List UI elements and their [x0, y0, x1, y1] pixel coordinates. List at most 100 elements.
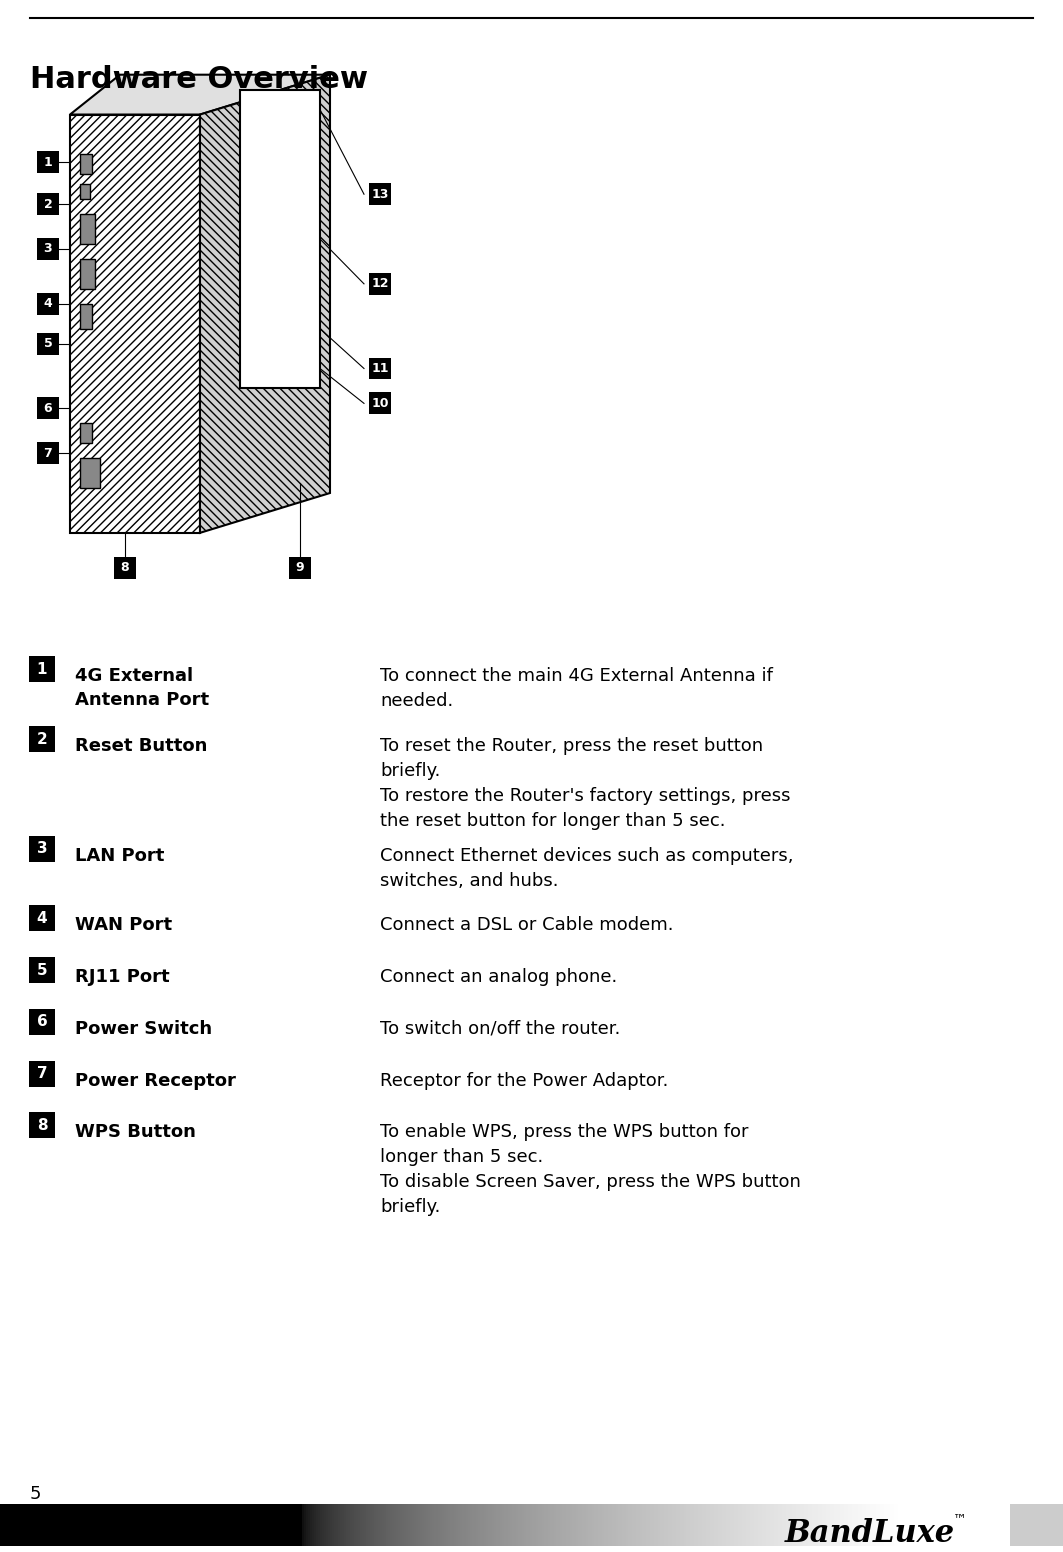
- Text: WPS Button: WPS Button: [75, 1124, 196, 1141]
- Bar: [336, 1504, 339, 1552]
- Bar: [74, 1504, 81, 1552]
- Bar: [149, 1504, 155, 1552]
- Bar: [388, 1504, 394, 1552]
- Bar: [207, 1504, 214, 1552]
- Bar: [37, 1504, 44, 1552]
- Bar: [1047, 1504, 1053, 1552]
- Bar: [32, 1504, 38, 1552]
- Bar: [600, 1504, 603, 1552]
- Bar: [490, 1504, 493, 1552]
- Bar: [367, 1504, 373, 1552]
- Bar: [444, 1504, 448, 1552]
- Bar: [213, 1504, 219, 1552]
- Bar: [520, 1504, 523, 1552]
- Bar: [994, 1504, 1000, 1552]
- Bar: [165, 1504, 171, 1552]
- Bar: [662, 1504, 665, 1552]
- Bar: [718, 1504, 724, 1552]
- Bar: [80, 259, 95, 289]
- Text: 3: 3: [44, 242, 52, 256]
- Bar: [572, 1504, 575, 1552]
- Bar: [80, 214, 95, 244]
- Text: 5: 5: [44, 337, 52, 351]
- Bar: [29, 835, 55, 861]
- Bar: [776, 1504, 779, 1552]
- Text: 8: 8: [37, 1117, 48, 1133]
- Bar: [328, 1504, 331, 1552]
- Bar: [640, 1504, 643, 1552]
- Bar: [694, 1504, 697, 1552]
- Bar: [101, 1504, 107, 1552]
- Bar: [808, 1504, 811, 1552]
- Bar: [643, 1504, 649, 1552]
- Bar: [989, 1504, 995, 1552]
- Bar: [951, 1504, 958, 1552]
- Text: 10: 10: [371, 397, 389, 410]
- Bar: [935, 1504, 942, 1552]
- Bar: [771, 1504, 777, 1552]
- Bar: [858, 1504, 861, 1552]
- Bar: [496, 1504, 499, 1552]
- Bar: [37, 152, 60, 174]
- Bar: [330, 1504, 333, 1552]
- Bar: [708, 1504, 711, 1552]
- Bar: [744, 1504, 747, 1552]
- Bar: [630, 1504, 632, 1552]
- Bar: [712, 1504, 719, 1552]
- Bar: [69, 1504, 75, 1552]
- Bar: [796, 1504, 799, 1552]
- Bar: [37, 397, 60, 419]
- Bar: [414, 1504, 417, 1552]
- Bar: [369, 273, 391, 295]
- Bar: [684, 1504, 687, 1552]
- Bar: [813, 1504, 820, 1552]
- Bar: [425, 1504, 432, 1552]
- Bar: [782, 1504, 784, 1552]
- Bar: [776, 1504, 782, 1552]
- Bar: [415, 1504, 421, 1552]
- Bar: [1036, 1504, 1043, 1552]
- Text: To enable WPS, press the WPS button for
longer than 5 sec.
To disable Screen Sav: To enable WPS, press the WPS button for …: [379, 1124, 800, 1217]
- Bar: [646, 1504, 649, 1552]
- Bar: [810, 1504, 813, 1552]
- Bar: [888, 1504, 891, 1552]
- Bar: [484, 1504, 490, 1552]
- Bar: [1031, 1504, 1037, 1552]
- Bar: [826, 1504, 829, 1552]
- Bar: [402, 1504, 405, 1552]
- Bar: [271, 1504, 277, 1552]
- Bar: [376, 1504, 379, 1552]
- Bar: [484, 1504, 487, 1552]
- Bar: [0, 1504, 6, 1552]
- Bar: [240, 90, 320, 388]
- Bar: [500, 1504, 503, 1552]
- Bar: [846, 1504, 849, 1552]
- Bar: [832, 1504, 836, 1552]
- Bar: [686, 1504, 692, 1552]
- Bar: [506, 1504, 509, 1552]
- Bar: [824, 1504, 827, 1552]
- Bar: [568, 1504, 571, 1552]
- Bar: [128, 1504, 134, 1552]
- Bar: [710, 1504, 713, 1552]
- Text: 2: 2: [44, 197, 52, 211]
- Bar: [670, 1504, 673, 1552]
- Bar: [197, 1504, 203, 1552]
- Bar: [21, 1504, 28, 1552]
- Bar: [223, 1504, 230, 1552]
- Bar: [218, 1504, 224, 1552]
- Bar: [626, 1504, 629, 1552]
- Bar: [822, 1504, 825, 1552]
- Bar: [351, 1504, 357, 1552]
- Bar: [462, 1504, 465, 1552]
- Bar: [191, 1504, 198, 1552]
- Bar: [114, 557, 136, 579]
- Bar: [794, 1504, 797, 1552]
- Bar: [872, 1504, 875, 1552]
- Bar: [287, 1504, 293, 1552]
- Bar: [53, 1504, 60, 1552]
- Bar: [746, 1504, 749, 1552]
- Bar: [780, 1504, 783, 1552]
- Bar: [478, 1504, 485, 1552]
- Bar: [468, 1504, 474, 1552]
